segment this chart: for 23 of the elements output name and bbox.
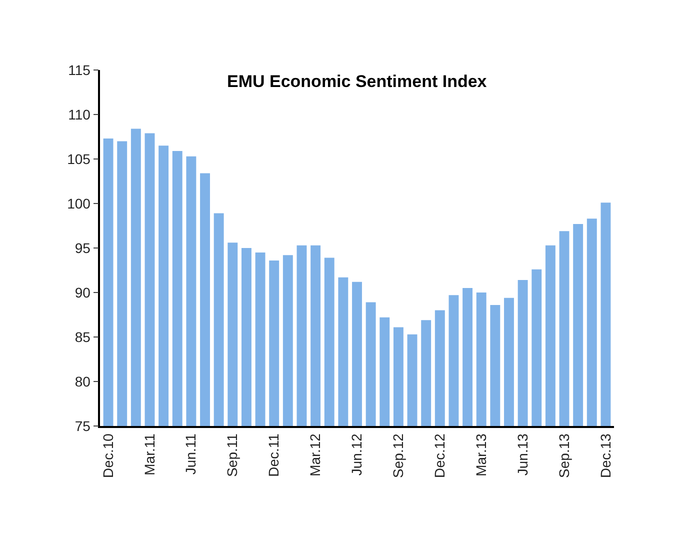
y-tick-label: 85 (74, 328, 91, 345)
x-tick-label: Dec.13 (597, 433, 614, 478)
x-tick-label: Mar.11 (141, 433, 158, 476)
y-tick-label: 80 (74, 373, 91, 390)
y-tick-label: 115 (68, 62, 91, 78)
x-tick-label: Mar.13 (472, 433, 489, 476)
x-tick-label: Dec.10 (100, 433, 116, 478)
x-tick-label: Sep.13 (556, 433, 572, 478)
x-tick-label: Dec.11 (266, 433, 282, 477)
y-tick-label: 95 (74, 240, 91, 256)
x-tick-label: Sep.12 (390, 433, 406, 478)
x-tick-label: Jun.13 (514, 433, 530, 476)
x-tick-label: Sep.11 (224, 433, 240, 477)
y-tick-label: 75 (74, 418, 91, 434)
y-tick-label: 110 (68, 106, 91, 122)
x-tick-label: Mar.12 (307, 433, 324, 476)
chart-title: EMU Economic Sentiment Index (227, 72, 488, 91)
x-tick-label: Jun.11 (182, 433, 199, 475)
x-tick-label: Jun.12 (348, 433, 365, 476)
x-tick-label: Dec.12 (431, 433, 448, 478)
y-tick-label: 105 (67, 150, 91, 167)
y-tick-label: 100 (67, 195, 91, 212)
y-tick-label: 90 (74, 284, 91, 300)
